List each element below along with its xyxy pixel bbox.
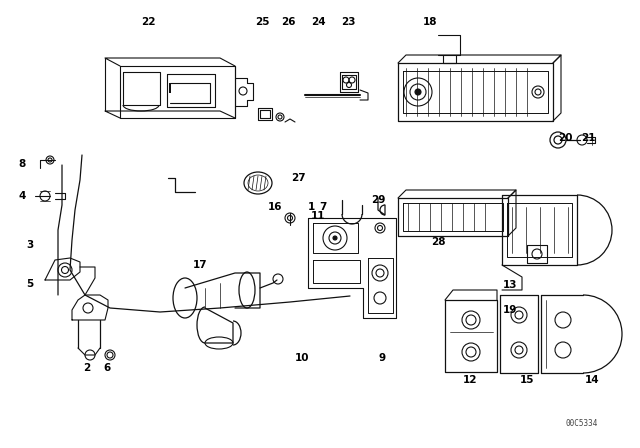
Text: 17: 17 [193, 260, 207, 270]
Text: 1: 1 [307, 202, 315, 212]
Text: 21: 21 [580, 133, 595, 143]
Text: 18: 18 [423, 17, 437, 27]
Text: 24: 24 [310, 17, 325, 27]
Text: 3: 3 [26, 240, 34, 250]
Text: 11: 11 [311, 211, 325, 221]
Text: 6: 6 [104, 363, 111, 373]
Text: 12: 12 [463, 375, 477, 385]
Text: 15: 15 [520, 375, 534, 385]
Text: 29: 29 [371, 195, 385, 205]
Text: 19: 19 [503, 305, 517, 315]
Ellipse shape [333, 236, 337, 240]
Text: 8: 8 [19, 159, 26, 169]
Text: 5: 5 [26, 279, 34, 289]
Text: 14: 14 [585, 375, 599, 385]
Text: 26: 26 [281, 17, 295, 27]
Text: 2: 2 [83, 363, 91, 373]
Ellipse shape [415, 89, 421, 95]
Text: 13: 13 [503, 280, 517, 290]
Text: 9: 9 [378, 353, 385, 363]
Text: 28: 28 [431, 237, 445, 247]
Text: 27: 27 [291, 173, 305, 183]
Text: 10: 10 [295, 353, 309, 363]
Text: 16: 16 [268, 202, 282, 212]
Ellipse shape [40, 191, 50, 201]
Text: 23: 23 [340, 17, 355, 27]
Text: 7: 7 [319, 202, 326, 212]
Text: 20: 20 [557, 133, 572, 143]
Text: 4: 4 [19, 191, 26, 201]
Text: 22: 22 [141, 17, 156, 27]
Text: 25: 25 [255, 17, 269, 27]
Text: 00C5334: 00C5334 [566, 419, 598, 428]
